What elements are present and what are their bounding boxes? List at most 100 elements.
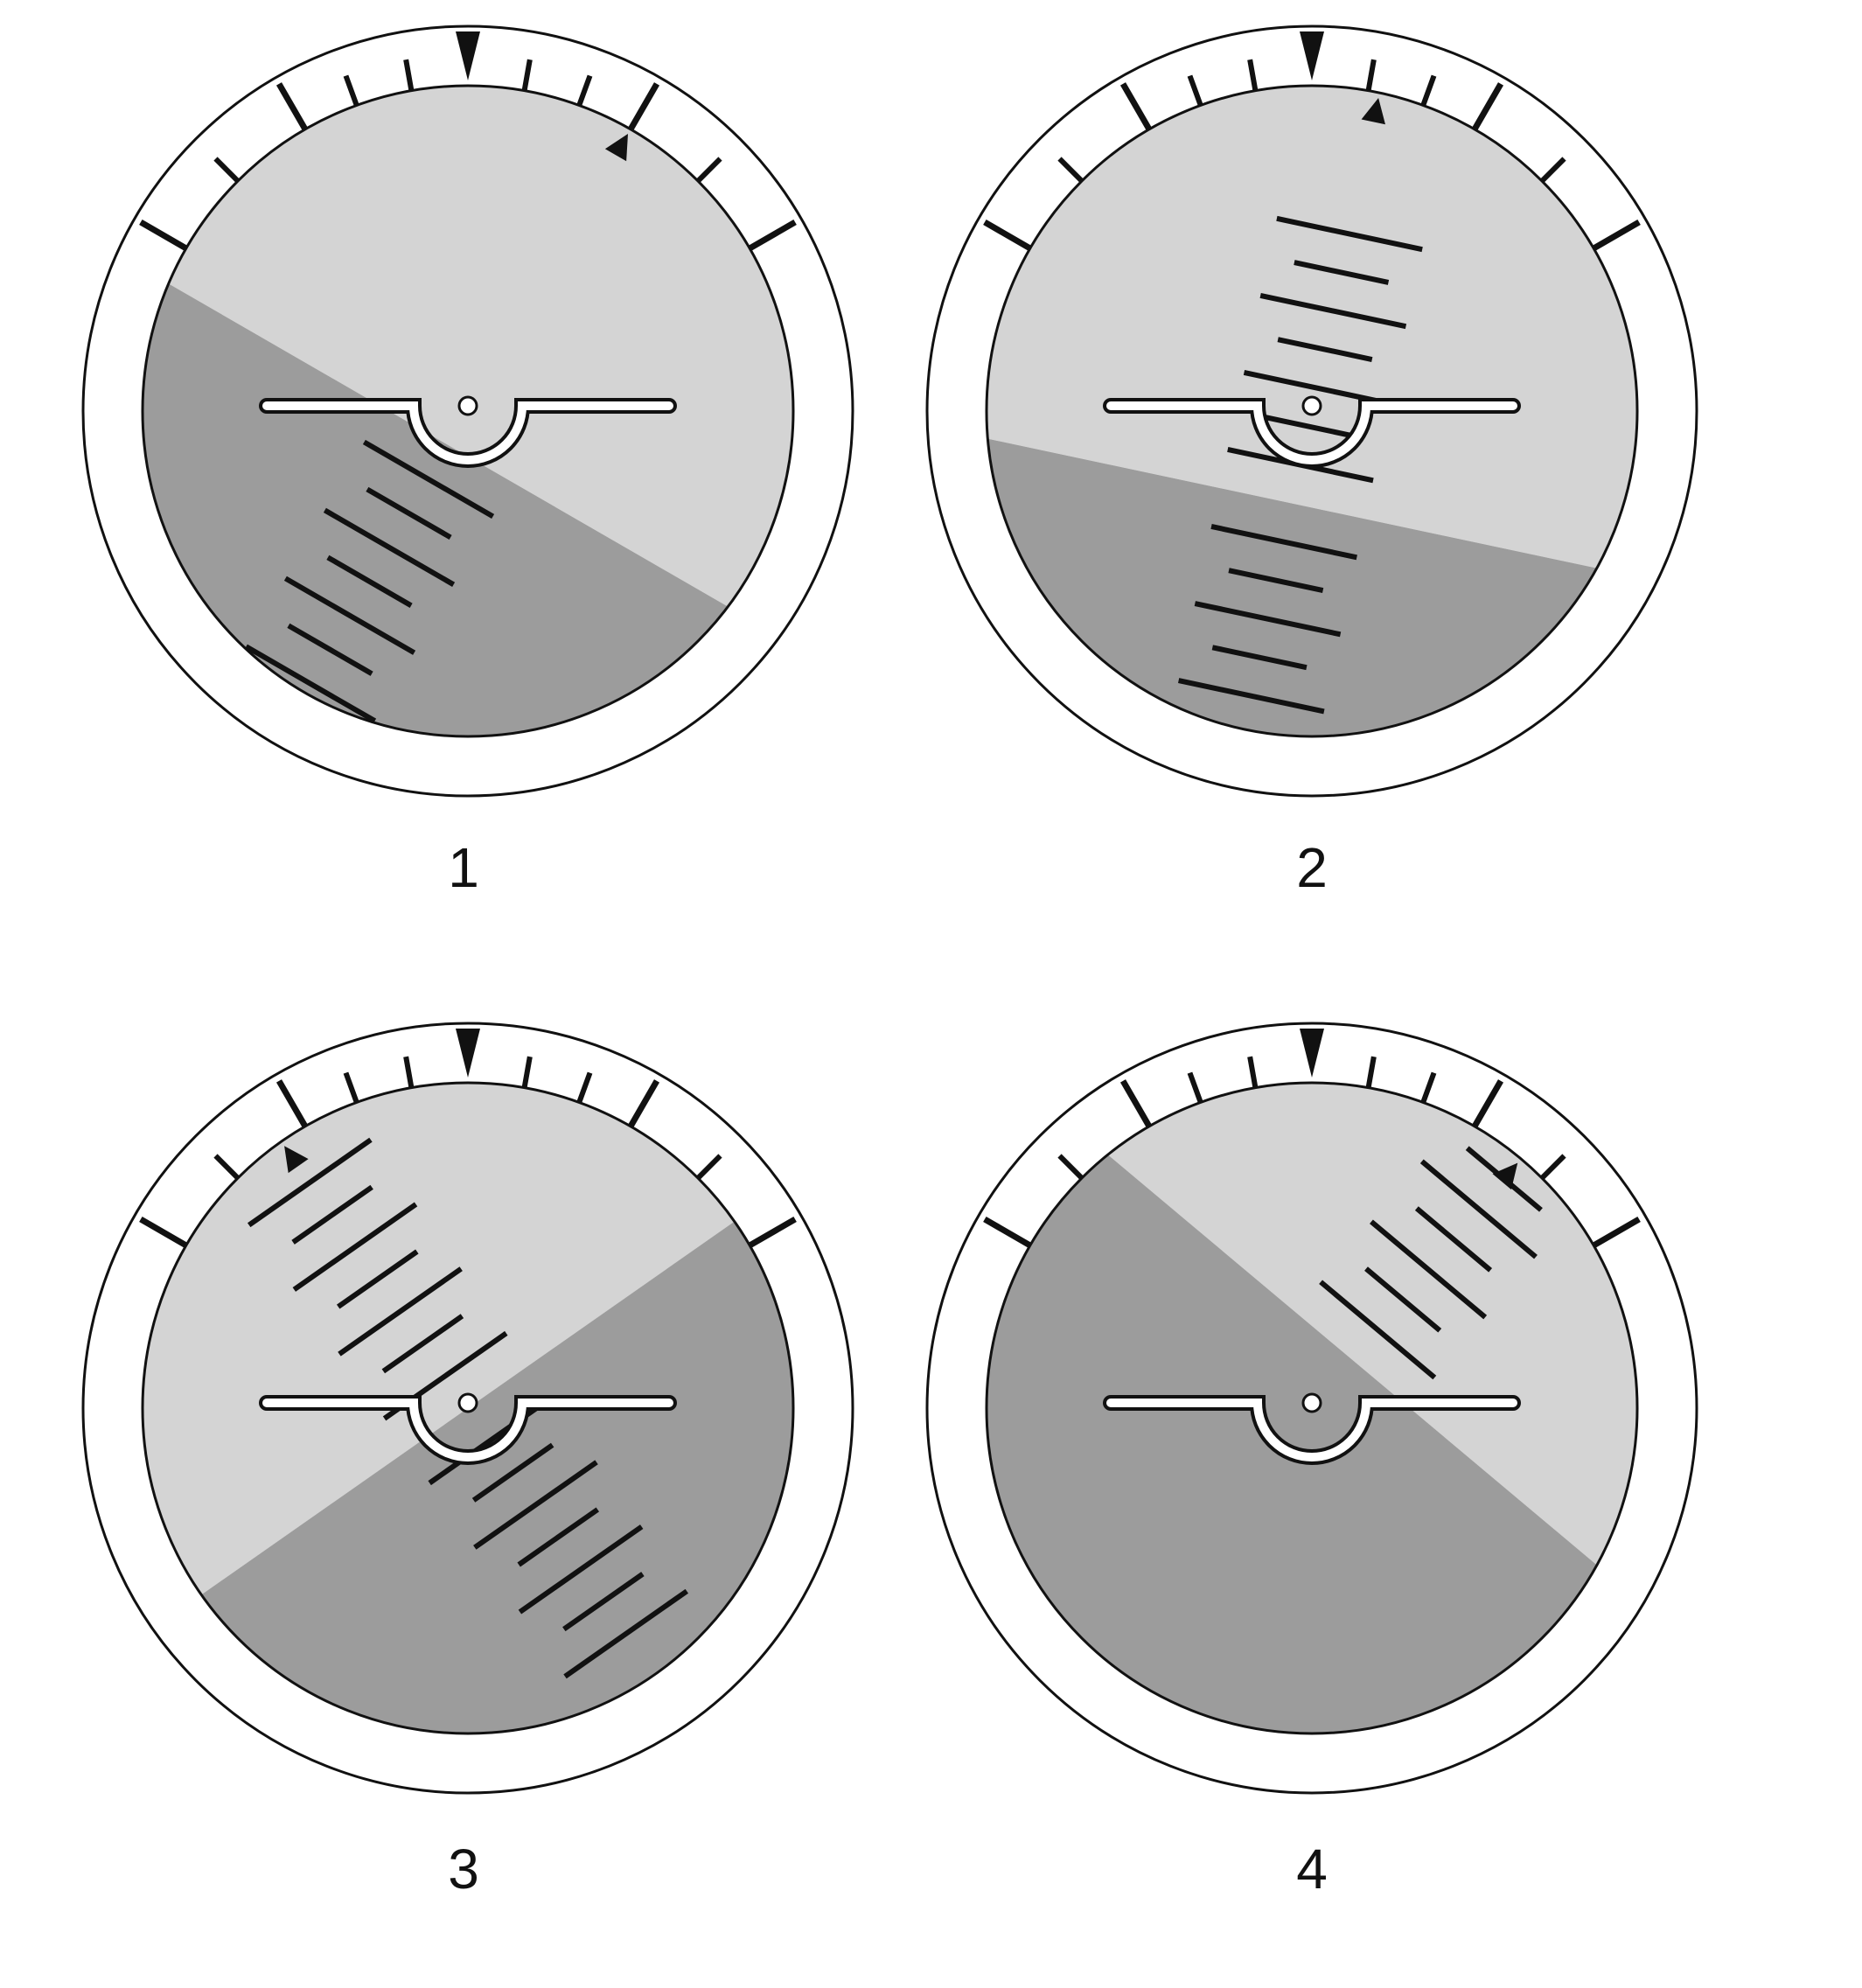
pitch-line — [1210, 524, 1357, 561]
aircraft-center-dot — [457, 395, 478, 416]
bank-scale-tick — [213, 1154, 241, 1181]
pitch-line — [517, 1507, 600, 1567]
pitch-line — [1228, 568, 1324, 594]
pitch-line — [1277, 337, 1373, 362]
pitch-line — [283, 575, 416, 655]
aircraft-center-dot — [1301, 395, 1322, 416]
pitch-line — [1259, 292, 1407, 330]
pitch-line — [1364, 1266, 1442, 1333]
bank-index-pointer — [456, 31, 480, 80]
bank-scale-tick — [1539, 1154, 1566, 1181]
bank-scale-tick — [1247, 1056, 1259, 1089]
pitch-line — [1414, 1206, 1493, 1273]
ground-area — [143, 1083, 793, 1733]
pitch-line — [471, 1442, 554, 1503]
pitch-line — [244, 644, 377, 723]
instrument-3-label: 3 — [448, 1838, 479, 1901]
pitch-line — [1211, 645, 1308, 671]
bank-scale-tick — [1119, 82, 1153, 131]
bank-scale-tick — [1057, 157, 1084, 184]
bank-pointer — [1492, 1162, 1518, 1190]
bank-scale-tick — [521, 1056, 533, 1089]
bank-scale-tick — [983, 219, 1032, 252]
pitch-line — [247, 1137, 373, 1228]
bank-scale-tick — [1471, 1079, 1504, 1128]
bank-scale-tick — [213, 157, 241, 184]
bank-scale-tick — [343, 1071, 359, 1104]
bank-scale-tick — [521, 59, 533, 92]
pitch-line — [473, 1460, 598, 1550]
bank-scale-tick — [695, 157, 722, 184]
bank-scale-tick — [1592, 1216, 1641, 1249]
bank-scale-tick — [1592, 219, 1641, 252]
pitch-line — [1260, 414, 1356, 439]
bank-scale-tick — [1471, 82, 1504, 131]
attitude-indicator-2-dial — [925, 24, 1698, 798]
horizon-rotation — [143, 1083, 793, 1733]
ball-rim — [985, 84, 1639, 738]
pitch-line — [1177, 678, 1325, 715]
instrument-2-label: 2 — [1296, 836, 1328, 899]
bank-index-pointer — [1300, 31, 1324, 80]
pitch-line — [563, 1588, 689, 1679]
attitude-indicator-3 — [74, 1015, 861, 1806]
bank-scale-tick — [275, 1079, 309, 1128]
pitch-line — [381, 1314, 464, 1374]
bank-scale-tick — [983, 1216, 1032, 1249]
bank-scale-tick — [403, 1056, 415, 1089]
bank-pointer — [604, 134, 628, 162]
instrument-1-label: 1 — [448, 836, 479, 899]
bank-scale-tick — [627, 1079, 660, 1128]
attitude-indicator-1 — [74, 17, 861, 809]
aircraft-wings — [1106, 401, 1517, 464]
bank-scale-tick — [139, 219, 188, 252]
pitch-line — [326, 555, 413, 608]
pitch-line — [1419, 1159, 1538, 1259]
ground-area — [987, 376, 1637, 736]
pitch-line — [287, 623, 373, 676]
pitch-line — [1370, 1219, 1488, 1320]
bank-scale-tick — [748, 219, 797, 252]
horizon-rotation — [987, 86, 1637, 736]
bank-scale-tick — [139, 1216, 188, 1249]
bank-scale-tick — [1187, 1071, 1203, 1104]
bank-scale-tick — [1420, 1071, 1437, 1104]
pitch-line — [336, 1249, 419, 1309]
pitch-line — [292, 1202, 418, 1292]
sky-area — [987, 86, 1637, 631]
ball-rim — [141, 1081, 795, 1735]
attitude-indicator-2 — [918, 17, 1705, 809]
pitch-line — [323, 507, 456, 587]
bank-scale-tick — [576, 1071, 593, 1104]
pitch-line — [291, 1184, 373, 1245]
instrument-4-label: 4 — [1296, 1838, 1328, 1901]
miniature-aircraft — [259, 1392, 677, 1465]
aircraft-wings — [1106, 1399, 1517, 1461]
aircraft-wings — [262, 401, 673, 464]
bank-scale-tick — [343, 74, 359, 107]
horizon-ball — [987, 86, 1637, 736]
bank-scale-tick — [576, 74, 593, 107]
bank-scale-tick — [1365, 1056, 1377, 1089]
pitch-line — [1294, 260, 1390, 285]
horizon-ball — [143, 1083, 793, 1733]
attitude-indicator-4 — [918, 1015, 1705, 1806]
bank-scale-tick — [1365, 59, 1377, 92]
bank-scale-tick — [1187, 74, 1203, 107]
pitch-line — [1319, 1280, 1437, 1380]
pitch-line — [338, 1266, 463, 1357]
pitch-line — [366, 486, 452, 541]
aircraft-center-dot — [457, 1392, 478, 1413]
aircraft-wings — [262, 1399, 673, 1461]
aircraft-center-dot — [1301, 1392, 1322, 1413]
bank-scale-tick — [1247, 59, 1259, 92]
bank-scale-tick — [1539, 157, 1566, 184]
miniature-aircraft — [1103, 1392, 1521, 1465]
bank-scale-tick — [1057, 1154, 1084, 1181]
attitude-indicator-4-dial — [925, 1022, 1698, 1795]
bank-scale-tick — [403, 59, 415, 92]
pitch-line — [362, 439, 495, 520]
bank-scale-tick — [1119, 1079, 1153, 1128]
bank-pointer — [1361, 97, 1385, 125]
